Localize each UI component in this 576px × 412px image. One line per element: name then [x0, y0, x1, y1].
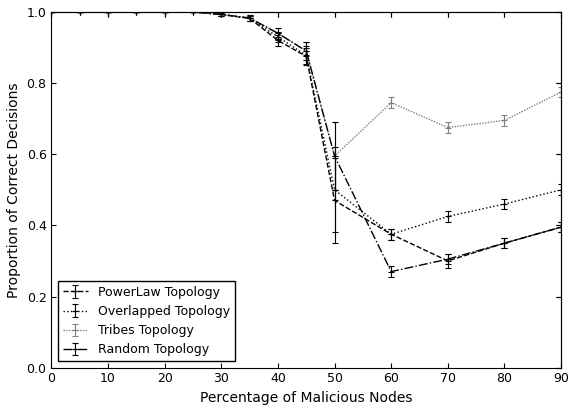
X-axis label: Percentage of Malicious Nodes: Percentage of Malicious Nodes [200, 391, 412, 405]
Y-axis label: Proportion of Correct Decisions: Proportion of Correct Decisions [7, 82, 21, 297]
Legend: PowerLaw Topology, Overlapped Topology, Tribes Topology, Random Topology: PowerLaw Topology, Overlapped Topology, … [58, 281, 235, 361]
